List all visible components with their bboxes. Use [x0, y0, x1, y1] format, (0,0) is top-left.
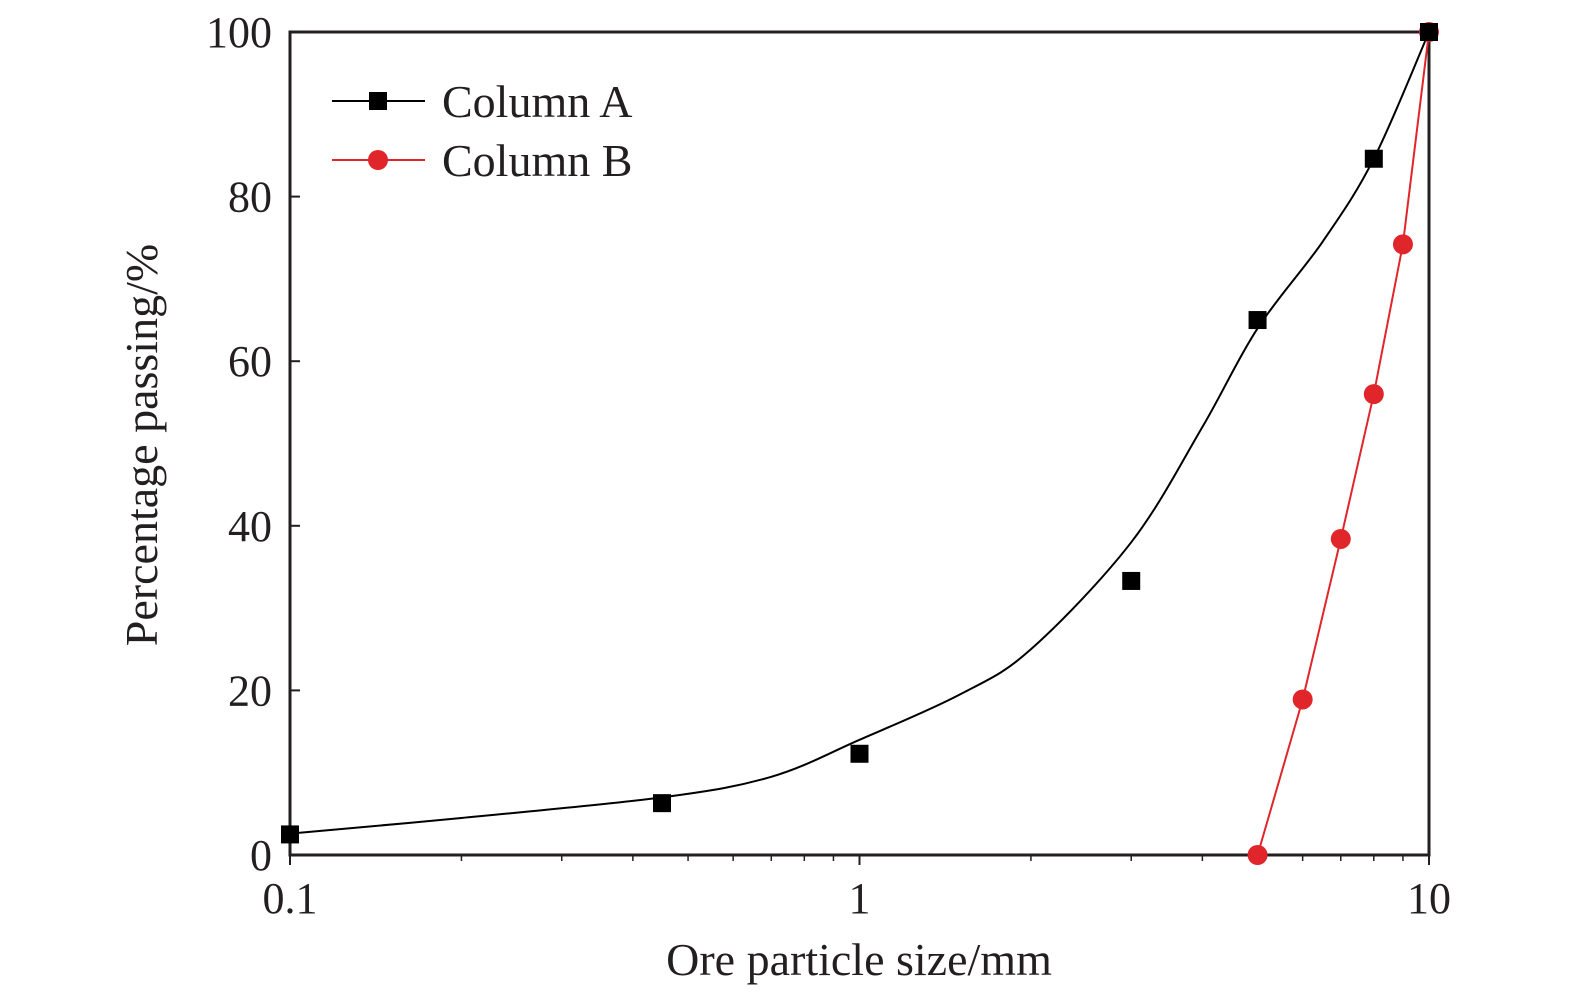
y-tick-label: 20: [228, 666, 272, 715]
y-axis-title: Percentage passing/%: [116, 244, 167, 646]
data-point-column-b: [1363, 384, 1384, 405]
axis-ticks: [289, 31, 1430, 865]
legend-label-column-a: Column A: [442, 76, 632, 127]
data-point-column-b: [1330, 528, 1351, 549]
series-markers: [281, 22, 1439, 865]
x-axis-title: Ore particle size/mm: [666, 934, 1052, 985]
data-point-column-a: [1122, 571, 1141, 590]
legend: Column A Column B: [332, 76, 632, 186]
data-point-column-a: [281, 825, 299, 844]
axis-tick-labels: 0 20 40 60 80 100 0.1 1 10: [206, 8, 1451, 923]
x-tick-label: 10: [1407, 874, 1451, 923]
series-lines: [289, 31, 1430, 856]
legend-marker-column-a: [369, 92, 387, 110]
data-point-column-a: [653, 794, 672, 813]
y-tick-label: 40: [228, 502, 272, 551]
y-tick-label: 60: [228, 337, 272, 386]
y-tick-label: 0: [250, 831, 272, 880]
data-point-column-a: [850, 744, 869, 763]
y-tick-label: 80: [228, 173, 272, 222]
x-tick-label: 1: [849, 874, 871, 923]
y-tick-label: 100: [206, 8, 272, 57]
legend-label-column-b: Column B: [442, 135, 632, 186]
data-point-column-a: [1364, 149, 1383, 168]
x-tick-label: 0.1: [263, 874, 318, 923]
data-point-column-a: [1248, 311, 1267, 330]
data-point-column-a: [1420, 23, 1438, 41]
legend-marker-column-b: [368, 150, 388, 170]
series-line-column-a: [289, 31, 1430, 835]
data-point-column-b: [1392, 234, 1413, 255]
data-point-column-b: [1247, 845, 1268, 865]
data-point-column-b: [1292, 689, 1313, 710]
series-line-column-b: [1256, 31, 1430, 856]
